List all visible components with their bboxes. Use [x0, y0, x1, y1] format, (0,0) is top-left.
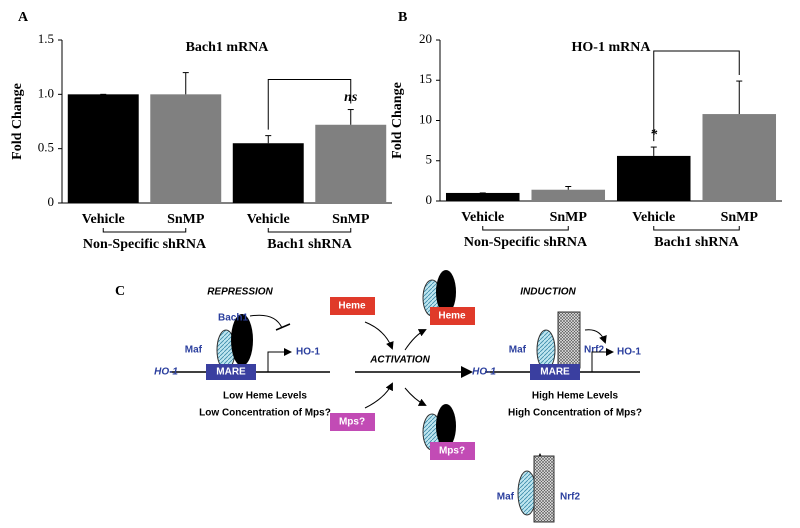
arrow [404, 329, 427, 351]
mps-label: Mps? [339, 417, 365, 428]
x-tick-label: SnMP [721, 210, 759, 225]
mare-box [206, 364, 256, 380]
annotation: * [650, 127, 658, 142]
bar [616, 155, 691, 201]
nrf2-label: Nrf2 [584, 345, 604, 356]
mare-label: MARE [540, 367, 570, 378]
panel-label: B [398, 10, 407, 25]
bar [150, 94, 222, 203]
x-tick-label: Vehicle [632, 210, 675, 225]
heme-box [430, 307, 475, 325]
group-label: Non-Specific shRNA [464, 235, 588, 250]
comparison-bracket [653, 50, 740, 142]
nrf2-shape [557, 311, 581, 369]
group-label: Non-Specific shRNA [83, 237, 207, 252]
section-title: INDUCTION [520, 287, 576, 298]
tss-arrow [267, 348, 292, 372]
tss-arrow [591, 348, 614, 372]
chart-title: Bach1 mRNA [186, 40, 270, 55]
y-axis-label: Fold Change [10, 83, 25, 160]
y-tick-label: 5 [426, 152, 433, 167]
group-bracket [267, 228, 352, 233]
y-tick-label: 10 [419, 111, 432, 126]
annotation: ns [344, 90, 358, 105]
panel-label: C [115, 284, 125, 299]
mare-box [530, 364, 580, 380]
bar [315, 124, 387, 203]
arrow [404, 387, 427, 406]
panel-label: A [18, 10, 29, 25]
mps-label: Mps? [439, 446, 465, 457]
y-tick-label: 1.5 [38, 31, 54, 46]
group-bracket [653, 226, 740, 231]
bar [702, 114, 777, 201]
gene-label: HO-1 [472, 367, 496, 378]
x-tick-label: Vehicle [82, 212, 125, 227]
group-label: Bach1 shRNA [267, 237, 352, 252]
mps-box [330, 413, 375, 431]
group-bracket [482, 226, 569, 231]
arrow [364, 382, 393, 409]
chart-title: HO-1 mRNA [572, 40, 652, 55]
x-tick-label: SnMP [332, 212, 370, 227]
x-tick-label: SnMP [550, 210, 588, 225]
y-tick-label: 15 [419, 71, 432, 86]
comparison-bracket [267, 79, 352, 130]
target-label: HO-1 [617, 347, 641, 358]
maf-label: Maf [185, 345, 203, 356]
mps-box [430, 442, 475, 460]
group-bracket [102, 228, 187, 233]
arrow [584, 329, 607, 344]
y-tick-label: 0 [48, 194, 55, 209]
maf-shape [517, 470, 537, 516]
bar [531, 189, 606, 201]
activation-label: ACTIVATION [369, 355, 430, 366]
heme-label: Heme [438, 311, 466, 322]
bach1-shape [436, 404, 456, 448]
y-tick-label: 0 [426, 192, 433, 207]
y-tick-label: 1.0 [38, 85, 54, 100]
bar [232, 143, 304, 203]
diagram: C REPRESSION MARE Bach1 Maf HO-1 HO-1 Lo… [115, 270, 642, 523]
bach1-shape [436, 270, 456, 314]
y-axis-label: Fold Change [390, 82, 405, 159]
note: Low Heme Levels [223, 391, 307, 402]
heme-box [330, 297, 375, 315]
gene-label: HO-1 [154, 367, 178, 378]
nrf2-shape [533, 455, 555, 523]
inhibit-bar [275, 323, 291, 331]
maf-label: Maf [497, 492, 515, 503]
note: Low Concentration of Mps? [199, 408, 331, 419]
arrow [364, 321, 394, 350]
mare-label: MARE [216, 367, 246, 378]
note: High Concentration of Mps? [508, 408, 642, 419]
x-tick-label: Vehicle [461, 210, 504, 225]
target-label: HO-1 [296, 347, 320, 358]
heme-label: Heme [338, 301, 366, 312]
x-tick-label: Vehicle [247, 212, 290, 227]
bach1-shape [231, 314, 253, 366]
x-tick-label: SnMP [167, 212, 205, 227]
bar [445, 192, 520, 201]
section-title: REPRESSION [207, 287, 273, 298]
inhibit-arrow [249, 314, 283, 329]
maf-label: Maf [509, 345, 527, 356]
bach1-label: Bach1 [218, 313, 248, 324]
y-tick-label: 20 [419, 31, 432, 46]
nrf2-label: Nrf2 [560, 492, 580, 503]
group-label: Bach1 shRNA [654, 235, 739, 250]
note: High Heme Levels [532, 391, 619, 402]
bar [67, 94, 139, 203]
y-tick-label: 0.5 [38, 140, 54, 155]
